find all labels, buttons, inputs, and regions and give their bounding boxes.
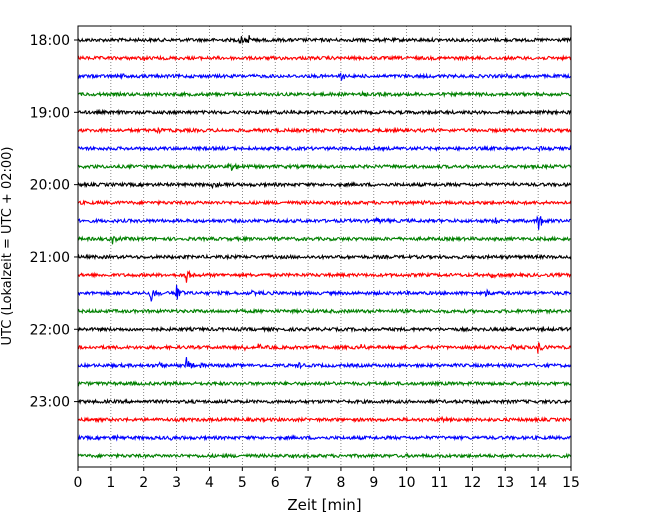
plot-frame [77,25,572,468]
x-tick-label: 10 [398,475,416,491]
trace-line [77,235,572,245]
y-tick-label: 22:00 [30,322,70,338]
trace-line [77,379,572,388]
trace-line [77,433,572,442]
x-tick-label: 0 [74,475,83,491]
trace-line [77,90,572,98]
trace-line [77,325,572,333]
y-tick-label: 19:00 [30,105,70,121]
trace-line [77,398,572,406]
trace-line [77,285,572,302]
x-tick-label: 15 [562,475,580,491]
y-tick-label: 23:00 [30,395,70,411]
y-axis-label: UTC (Lokalzeit = UTC + 02:00) [0,147,15,346]
y-axis: 18:00 19:00 20:00 21:00 22:00 23:00 [30,33,78,411]
x-tick-label: 1 [106,475,115,491]
trace-line [77,307,572,315]
trace-line [77,342,572,354]
trace-line [77,54,572,62]
x-axis: 0 1 2 3 4 5 6 7 8 9 10 11 12 13 14 15 [74,467,580,491]
x-tick-label: 11 [431,475,449,491]
x-tick-label: 8 [336,475,345,491]
x-tick-label: 5 [238,475,247,491]
y-tick-label: 18:00 [30,33,70,49]
x-tick-label: 3 [172,475,181,491]
trace-line [77,72,572,81]
trace-line [77,215,572,230]
traces [77,35,572,460]
x-tick-label: 12 [463,475,481,491]
trace-line [77,415,572,424]
trace-line [77,253,572,261]
trace-line [77,126,572,135]
trace-line [77,199,572,207]
x-tick-label: 13 [496,475,514,491]
x-tick-label: 9 [369,475,378,491]
x-axis-label: Zeit [min] [287,496,361,514]
x-tick-label: 6 [271,475,280,491]
trace-line [77,108,572,116]
trace-line [77,180,572,190]
x-tick-label: 2 [139,475,148,491]
trace-line [77,162,572,172]
y-tick-label: 20:00 [30,178,70,194]
y-tick-label: 21:00 [30,250,70,266]
x-tick-label: 7 [304,475,313,491]
trace-line [77,35,572,45]
trace-line [77,269,572,283]
x-tick-label: 4 [205,475,214,491]
x-tick-label: 14 [529,475,547,491]
trace-line [77,452,572,460]
trace-line [77,357,572,370]
trace-line [77,144,572,153]
